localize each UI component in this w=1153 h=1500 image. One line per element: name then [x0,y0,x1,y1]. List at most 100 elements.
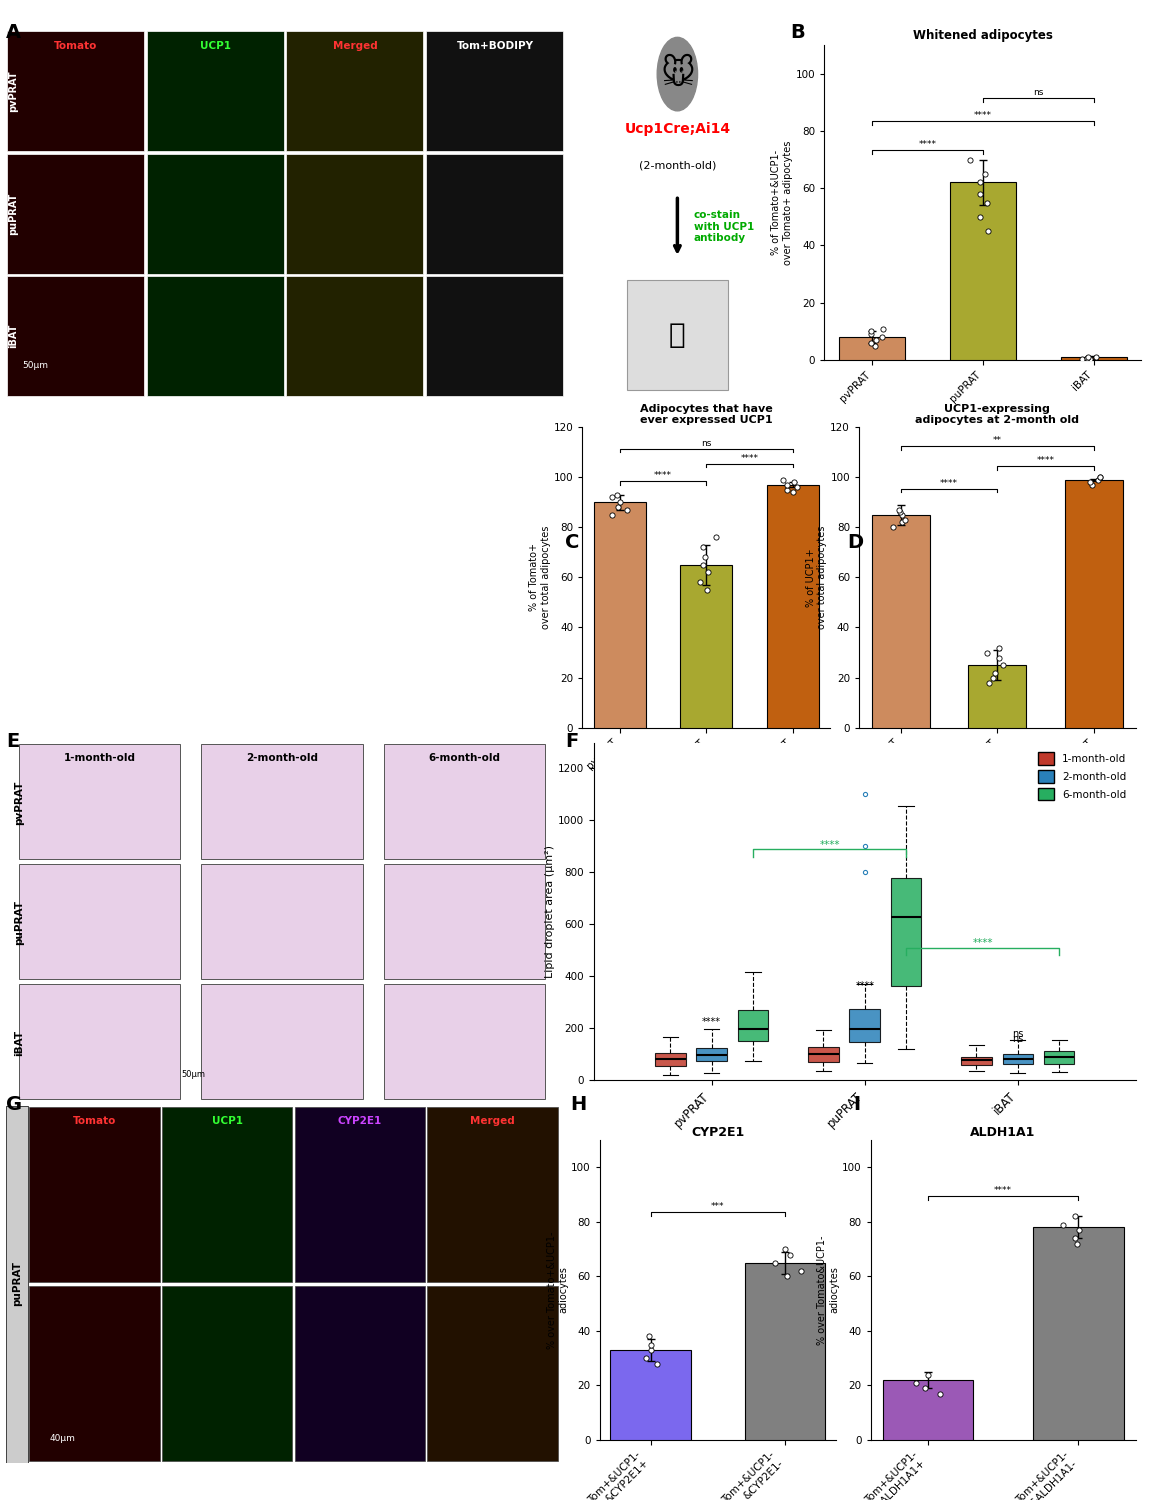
Title: UCP1-expressing
adipocytes at 2-month old: UCP1-expressing adipocytes at 2-month ol… [915,404,1079,426]
Point [694,536,713,560]
Point [785,471,804,495]
Bar [146,32,284,152]
PathPatch shape [850,1010,880,1042]
Bar [6,1106,28,1462]
Text: Ucp1Cre;Ai14: Ucp1Cre;Ai14 [624,122,731,136]
Point [873,326,891,350]
Bar [29,1286,159,1461]
Point [971,182,989,206]
Bar [872,514,929,728]
Point [862,332,881,356]
Bar [610,1350,691,1440]
Point [978,190,996,214]
Point [1065,1204,1084,1228]
Text: ****: **** [940,478,958,488]
Text: G: G [6,1095,22,1114]
Bar [286,276,423,396]
Bar [18,984,180,1100]
Text: UCP1: UCP1 [212,1116,242,1126]
Text: Tomato: Tomato [54,40,97,51]
Point [994,652,1012,676]
Text: ****: **** [974,111,992,120]
PathPatch shape [696,1048,728,1062]
Bar [882,1380,973,1440]
Point [891,501,910,525]
Text: co-stain
with UCP1
antibody: co-stain with UCP1 antibody [694,210,754,243]
Point [691,570,709,594]
Point [776,1238,794,1262]
Y-axis label: % of Tomato+
over total adipocytes: % of Tomato+ over total adipocytes [529,526,551,628]
Point [896,509,914,532]
Bar [201,864,363,980]
Point [883,516,902,540]
Point [1091,465,1109,489]
Bar [286,154,423,273]
Point [1078,345,1097,369]
Bar [427,276,564,396]
Bar [427,32,564,152]
PathPatch shape [962,1058,992,1065]
Point [698,578,716,602]
Point [867,328,886,352]
Text: I: I [853,1095,860,1114]
Bar [627,280,728,390]
Point [978,640,996,664]
Point [640,1324,658,1348]
Point [642,1338,661,1362]
Point [608,483,626,507]
Bar [745,1263,826,1440]
PathPatch shape [1002,1053,1033,1064]
Point [699,561,717,585]
Point [892,510,911,534]
Point [906,1371,925,1395]
Bar [950,183,1016,360]
Point [1080,346,1099,370]
Bar [428,1107,558,1282]
Text: 🐭: 🐭 [660,57,695,90]
Bar [1065,480,1123,728]
Point [609,495,627,519]
Text: A: A [6,22,21,42]
Text: 40μm: 40μm [50,1434,76,1443]
Bar [29,1107,159,1282]
Bar [146,154,284,273]
Text: CYP2E1: CYP2E1 [338,1116,382,1126]
Point [648,1352,666,1376]
Point [890,498,909,522]
Point [792,1258,811,1282]
Y-axis label: % of UCP1+
over total adipocytes: % of UCP1+ over total adipocytes [806,526,828,628]
Text: Tom+BODIPY: Tom+BODIPY [457,40,534,51]
Point [1091,465,1109,489]
Point [1086,345,1105,369]
Text: Merged: Merged [470,1116,515,1126]
Text: F: F [565,732,578,752]
Point [707,525,725,549]
PathPatch shape [655,1053,686,1065]
Text: 50μm: 50μm [23,362,48,370]
Bar [969,664,1026,728]
Bar [1033,1227,1124,1440]
Bar [594,503,646,728]
Title: Whitened adipocytes: Whitened adipocytes [913,30,1053,42]
Point [774,468,792,492]
Text: puPRAT: puPRAT [15,900,24,945]
Point [1088,468,1107,492]
PathPatch shape [1043,1050,1075,1064]
Point [986,660,1004,684]
PathPatch shape [891,878,921,986]
Bar [680,566,732,728]
Point [1078,345,1097,369]
Point [784,480,802,504]
Title: CYP2E1: CYP2E1 [691,1126,745,1138]
Point [1068,1232,1086,1256]
Point [971,206,989,230]
Point [618,498,636,522]
Point [990,636,1009,660]
Legend: 1-month-old, 2-month-old, 6-month-old: 1-month-old, 2-month-old, 6-month-old [1034,747,1130,804]
Point [1082,471,1100,495]
Text: ns: ns [1012,1035,1024,1044]
Bar [1061,357,1126,360]
Point [694,554,713,578]
Point [861,322,880,346]
Point [636,1346,655,1370]
